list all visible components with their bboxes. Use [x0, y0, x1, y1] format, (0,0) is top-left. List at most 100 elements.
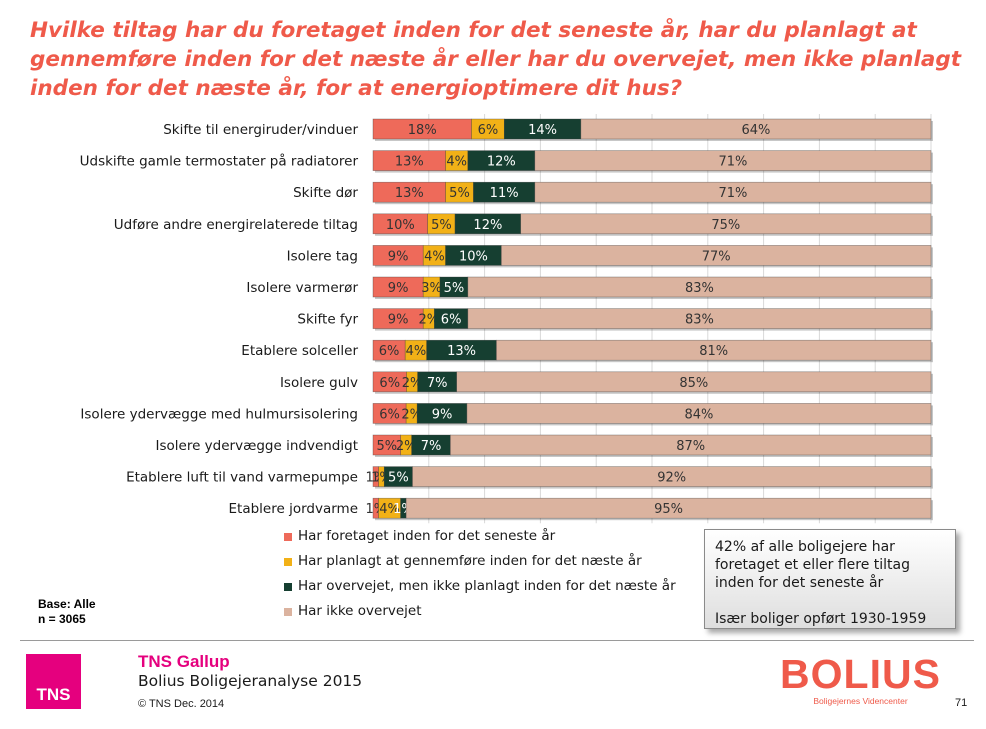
data-label: 81% [699, 344, 728, 359]
legend-swatch [284, 558, 292, 566]
bar-segment [496, 339, 932, 361]
footer-divider [20, 640, 974, 641]
legend-swatch [284, 608, 292, 616]
data-label: 84% [685, 407, 714, 422]
data-label: 6% [379, 407, 400, 422]
legend-label: Har foretaget inden for det seneste år [298, 528, 556, 544]
category-label: Skifte dør [293, 185, 358, 201]
data-label: 2% [418, 313, 439, 328]
data-label: 7% [421, 439, 442, 454]
legend-label: Har ikke overvejet [298, 603, 422, 619]
data-label: 4% [406, 344, 427, 359]
category-label: Isolere varmerør [246, 280, 358, 296]
data-label: 6% [478, 123, 499, 138]
category-label: Etablere solceller [241, 343, 358, 359]
category-label: Udføre andre energirelaterede tiltag [114, 217, 358, 233]
category-label: Etablere jordvarme [229, 501, 359, 517]
tns-logo: TNS [26, 654, 81, 709]
copyright-text: © TNS Dec. 2014 [138, 698, 225, 710]
data-label: 14% [528, 123, 557, 138]
data-label: 92% [657, 471, 686, 486]
data-label: 9% [388, 313, 409, 328]
data-label: 85% [679, 376, 708, 391]
legend-swatch [284, 533, 292, 541]
data-label: 13% [447, 344, 476, 359]
category-label: Skifte til energiruder/vinduer [163, 122, 358, 138]
callout-box: 42% af alle boligejere har foretaget et … [704, 529, 956, 629]
data-label: 5% [376, 439, 397, 454]
category-label: Skifte fyr [297, 312, 358, 328]
data-label: 10% [386, 218, 415, 233]
data-label: 7% [427, 376, 448, 391]
bar-segment [501, 245, 932, 266]
data-label: 95% [654, 502, 683, 517]
page-number: 71 [955, 697, 968, 709]
data-label: 12% [473, 218, 502, 233]
brand-name: TNS Gallup [138, 652, 230, 671]
data-label: 9% [388, 249, 409, 264]
data-label: 2% [402, 376, 423, 391]
chart-bars: 18% 6% 14% 64% 13% 4% 12% 71% 13% 5% 11% 71% 10% 5% 12… [365, 118, 933, 521]
data-label: 12% [487, 155, 516, 170]
data-label: 71% [718, 186, 747, 201]
bolius-tagline: Boligejernes Videncenter [813, 696, 908, 706]
data-label: 3% [421, 281, 442, 296]
tns-logo-text: TNS [36, 685, 71, 704]
data-label: 4% [424, 249, 445, 264]
bar-segment [412, 466, 932, 487]
callout-subtext: Især boliger opført 1930-1959 [715, 611, 927, 627]
data-label: 2% [396, 439, 417, 454]
data-label: 83% [685, 281, 714, 296]
data-label: 11% [490, 186, 519, 201]
data-label: 5% [444, 281, 465, 296]
data-label: 87% [676, 439, 705, 454]
category-label: Isolere gulv [280, 375, 358, 391]
data-label: 2% [401, 407, 422, 422]
bolius-logo: BOLIUS Boligejernes Videncenter [773, 650, 948, 710]
bar-segment [534, 150, 932, 171]
category-label: Isolere ydervægge med hulmursisolering [80, 406, 358, 422]
sample-size: n = 3065 [38, 612, 86, 626]
bar-segment [450, 434, 932, 456]
data-label: 71% [718, 155, 747, 170]
data-label: 6% [441, 313, 462, 328]
slide-title: Hvilke tiltag har du foretaget inden for… [30, 18, 962, 101]
bar-segment [580, 118, 932, 140]
bar-segment [467, 308, 932, 329]
bar-segment [520, 213, 932, 235]
category-label: Isolere tag [287, 248, 358, 264]
data-label: 75% [711, 218, 740, 233]
data-label: 9% [432, 407, 453, 422]
category-labels: Skifte til energiruder/vinduer Udskifte g… [80, 122, 359, 517]
bar-segment [405, 497, 932, 519]
data-label: 9% [388, 281, 409, 296]
callout-text: 42% af alle boligejere har foretaget et … [715, 539, 910, 591]
category-label: Etablere luft til vand varmepumpe [126, 470, 358, 486]
report-title: Bolius Boligejeranalyse 2015 [138, 672, 363, 690]
legend-label: Har overvejet, men ikke planlagt inden f… [298, 578, 676, 594]
bar-segment [467, 276, 932, 298]
data-label: 6% [379, 344, 400, 359]
stacked-bar-chart: 18% 6% 14% 64% 13% 4% 12% 71% 13% 5% 11% 71% 10% 5% 12… [80, 114, 933, 524]
bolius-wordmark: BOLIUS [780, 651, 941, 697]
data-label: 83% [685, 313, 714, 328]
data-label: 64% [741, 123, 770, 138]
base-note: Base: Alle n = 3065 [38, 597, 96, 627]
data-label: 5% [388, 471, 409, 486]
data-label: 10% [459, 249, 488, 264]
data-label: 4% [379, 502, 400, 517]
category-label: Isolere ydervægge indvendigt [156, 438, 359, 454]
bar-segment [466, 403, 932, 424]
data-label: 5% [449, 186, 470, 201]
data-label: 18% [408, 123, 437, 138]
data-label: 13% [395, 186, 424, 201]
legend-swatch [284, 583, 292, 591]
data-label: 6% [379, 376, 400, 391]
data-label: 77% [702, 249, 731, 264]
base-label: Base: Alle [38, 597, 96, 611]
bar-segment [456, 371, 932, 393]
data-label: 5% [431, 218, 452, 233]
data-label: 13% [395, 155, 424, 170]
bar-segment [534, 181, 932, 203]
data-label: 4% [446, 155, 467, 170]
